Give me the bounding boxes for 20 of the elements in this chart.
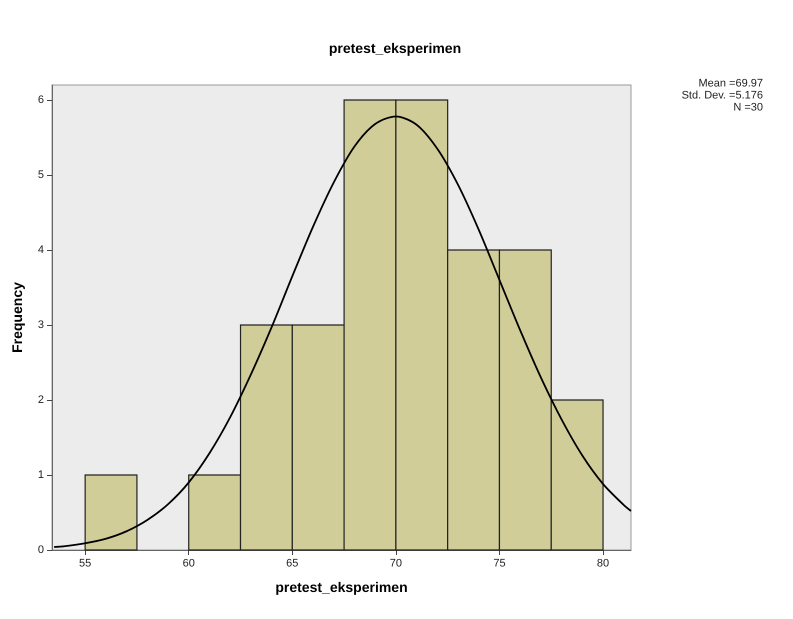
x-tick-label: 55 xyxy=(79,558,92,570)
y-tick-label: 4 xyxy=(38,244,44,256)
x-axis-title: pretest_eksperimen xyxy=(275,579,408,595)
text: N =30 xyxy=(733,102,764,114)
y-tick-label: 1 xyxy=(38,469,44,481)
x-tick-label: 70 xyxy=(390,558,402,570)
x-tick-label: 80 xyxy=(596,558,610,570)
y-tick-label: 5 xyxy=(38,169,44,181)
x-tick-label: 65 xyxy=(286,558,298,570)
line-series xyxy=(53,116,632,548)
text: Mean =69.97 xyxy=(698,78,764,90)
y-tick-label: 6 xyxy=(38,94,44,106)
y-tick-label: 0 xyxy=(38,544,44,556)
x-tick-label: 75 xyxy=(493,558,506,570)
x-tick-label: 60 xyxy=(182,558,195,570)
y-axis-title: Frequency xyxy=(9,282,25,353)
text: Std. Dev. =5.176 xyxy=(682,90,764,102)
y-tick-label: 2 xyxy=(38,394,44,406)
y-tick-label: 3 xyxy=(38,319,44,331)
chart-title: pretest_eksperimen xyxy=(328,40,462,56)
